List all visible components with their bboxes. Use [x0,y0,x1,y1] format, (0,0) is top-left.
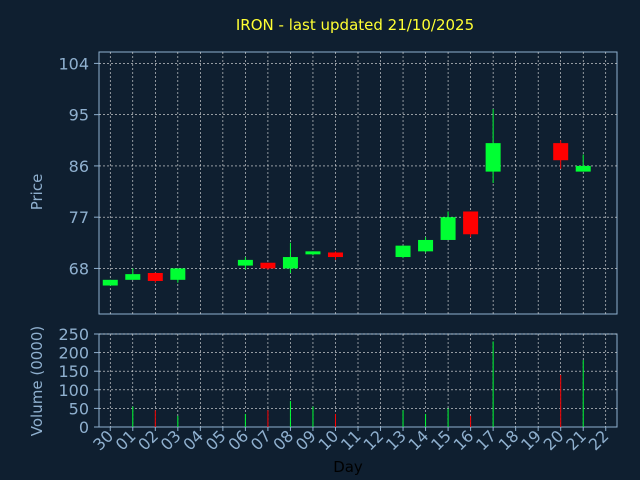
candle-body [463,211,479,235]
candle-body [418,239,434,252]
volume-y-tick-label: 150 [58,362,89,381]
candle-body [553,143,569,161]
candle [440,211,456,240]
price-y-ticks: 68 77 86 95 104 [58,54,99,278]
candle-body [260,262,276,269]
price-y-tick-label: 95 [69,106,89,125]
candle-body [440,217,456,240]
x-axis-label: Day [333,458,363,476]
price-plot-area [98,51,618,315]
price-panel: 68 77 86 95 104 Price [28,51,618,315]
price-y-tick-label: 68 [69,259,89,278]
volume-y-tick-label: 0 [79,418,89,437]
candle [147,272,163,283]
candle-body [575,165,591,172]
candle-body [102,279,118,286]
candle [125,268,141,280]
candle-body [305,251,321,255]
candle [327,251,343,260]
candle-body [395,245,411,258]
candle [305,251,321,256]
price-y-tick-label: 86 [69,157,89,176]
candle-body [282,257,298,269]
x-ticks: 3001020304050607080910111213141516171819… [89,426,612,454]
candle-body [147,272,163,281]
candle-body [485,143,501,172]
candle-body [125,274,141,280]
candle-body [237,259,253,266]
candle-body [170,268,186,280]
chart-title: IRON - last updated 21/10/2025 [236,16,474,34]
candle [170,268,186,283]
candle [282,242,298,273]
price-axis-label: Price [28,174,46,211]
candles [102,108,591,286]
volume-axis-label: Volume (0000) [28,326,46,436]
price-y-tick-label: 104 [58,54,89,73]
candle [395,245,411,259]
candle [575,154,591,172]
candle [102,279,118,286]
volume-bars [132,341,584,427]
volume-y-tick-label: 50 [69,399,89,418]
candle [260,262,276,270]
price-y-tick-label: 77 [69,208,89,227]
x-tick-label: 22 [585,426,613,454]
candle [237,257,253,270]
volume-y-tick-label: 250 [58,325,89,344]
candle [485,108,501,183]
candle [463,211,479,238]
volume-y-tick-label: 200 [58,344,89,363]
volume-y-tick-label: 100 [58,381,89,400]
candle [553,140,569,169]
candle-body [327,252,343,258]
candle [418,237,434,253]
